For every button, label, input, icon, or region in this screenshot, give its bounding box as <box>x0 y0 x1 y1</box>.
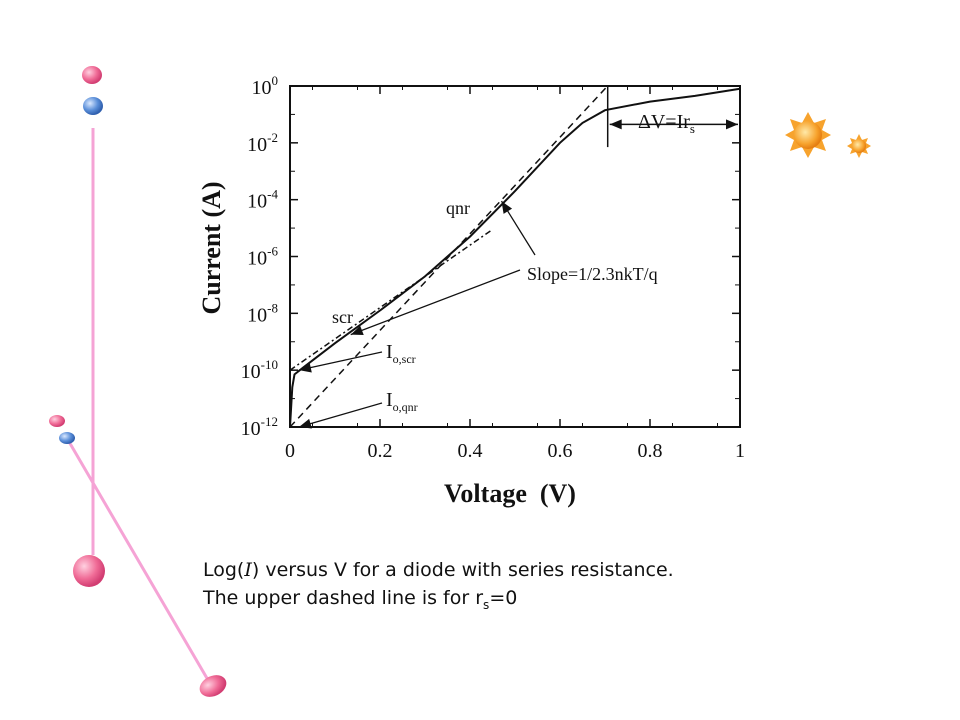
diagonal-deco-line <box>66 439 210 681</box>
y-tick-base: 10 <box>241 361 261 383</box>
caption-line1-suffix: ) versus V for a diode with series resis… <box>251 559 674 581</box>
series-line-solid <box>289 87 741 428</box>
io-qnr-sub: o,qnr <box>393 400 418 414</box>
x-axis-label: Voltage (V) <box>444 479 576 508</box>
caption-line2-sub: s <box>483 597 490 612</box>
y-tick-base: 10 <box>247 134 267 156</box>
caption-current-symbol: I <box>244 559 252 581</box>
series-line-dashed <box>289 85 609 428</box>
delta-v-arrowhead-left <box>609 119 622 130</box>
sun-icon <box>785 112 831 158</box>
y-tick-label: 10-10 <box>241 357 278 383</box>
io-qnr-main: I <box>386 389 393 411</box>
y-tick-base: 10 <box>247 304 267 326</box>
plot-frame <box>289 85 741 428</box>
y-axis-label: Current (A) <box>197 181 226 314</box>
x-tick-label: 0 <box>285 440 295 462</box>
y-tick-exponent: -10 <box>261 357 278 372</box>
slope-label: Slope=1/2.3nkT/q <box>527 264 658 284</box>
y-tick-base: 10 <box>247 248 267 270</box>
y-tick-label: 10-8 <box>247 300 278 326</box>
y-tick-base: 10 <box>241 418 261 440</box>
y-tick-exponent: 0 <box>272 73 279 88</box>
caption-line2-suffix: =0 <box>489 587 518 609</box>
slope-scr-arrow-line <box>350 269 521 336</box>
delta-v-main: ΔV=Ir <box>638 111 690 133</box>
caption-line1-prefix: Log( <box>203 559 245 581</box>
delta-v-sub: s <box>690 121 695 136</box>
iv-chart: 0 0.2 0.4 0.6 0.8 110010-210-410-610-810-1010… <box>197 73 745 508</box>
y-tick-exponent: -8 <box>267 300 278 315</box>
io-qnr-arrow-head <box>299 418 312 429</box>
y-tick-base: 10 <box>247 191 267 213</box>
y-tick-exponent: -4 <box>267 187 278 202</box>
pink-bubble-icon <box>49 415 65 427</box>
y-tick-label: 10-6 <box>247 244 278 270</box>
qnr-label: qnr <box>446 198 470 218</box>
y-tick-exponent: -2 <box>267 130 278 145</box>
blue-bubble-icon <box>59 432 75 444</box>
y-tick-exponent: -12 <box>261 414 278 429</box>
io-scr-label: Io,scr <box>386 341 416 366</box>
y-tick-exponent: -6 <box>267 244 278 259</box>
y-tick-label: 10-2 <box>247 130 278 156</box>
y-tick-label: 100 <box>252 73 279 99</box>
slope-scr-arrow-head <box>350 325 364 336</box>
x-tick-label: 1 <box>735 440 745 462</box>
pink-bubble-icon <box>82 66 102 84</box>
series-line-dash-dot <box>289 228 493 371</box>
pink-bubble-icon <box>73 555 105 587</box>
caption-line-2: The upper dashed line is for rs=0 <box>203 584 674 619</box>
io-qnr-label: Io,qnr <box>386 389 418 414</box>
x-tick-label: 0.2 <box>368 440 393 462</box>
caption-line2-prefix: The upper dashed line is for r <box>203 587 484 609</box>
sun-icon <box>847 134 871 158</box>
caption-line-1: Log(I) versus V for a diode with series … <box>203 556 674 584</box>
io-qnr-arrow-line <box>298 402 383 428</box>
slope-arrow-head <box>501 201 513 214</box>
pink-bubble-icon <box>199 675 227 697</box>
scr-label: scr <box>332 307 353 327</box>
io-scr-main: I <box>386 341 393 363</box>
blue-bubble-icon <box>83 97 103 115</box>
y-tick-label: 10-12 <box>241 414 278 440</box>
x-tick-label: 0.4 <box>458 440 483 462</box>
io-scr-sub: o,scr <box>393 352 416 366</box>
figure-caption: Log(I) versus V for a diode with series … <box>203 556 674 619</box>
delta-v-arrowhead-right <box>726 119 738 130</box>
y-tick-base: 10 <box>252 77 272 99</box>
x-tick-label: 0.8 <box>638 440 663 462</box>
io-scr-arrow-line <box>298 351 383 371</box>
x-tick-label: 0.6 <box>548 440 573 462</box>
io-scr-arrow-head <box>299 362 312 373</box>
delta-v-label: ΔV=Irs <box>638 111 695 136</box>
y-tick-label: 10-4 <box>247 187 278 213</box>
